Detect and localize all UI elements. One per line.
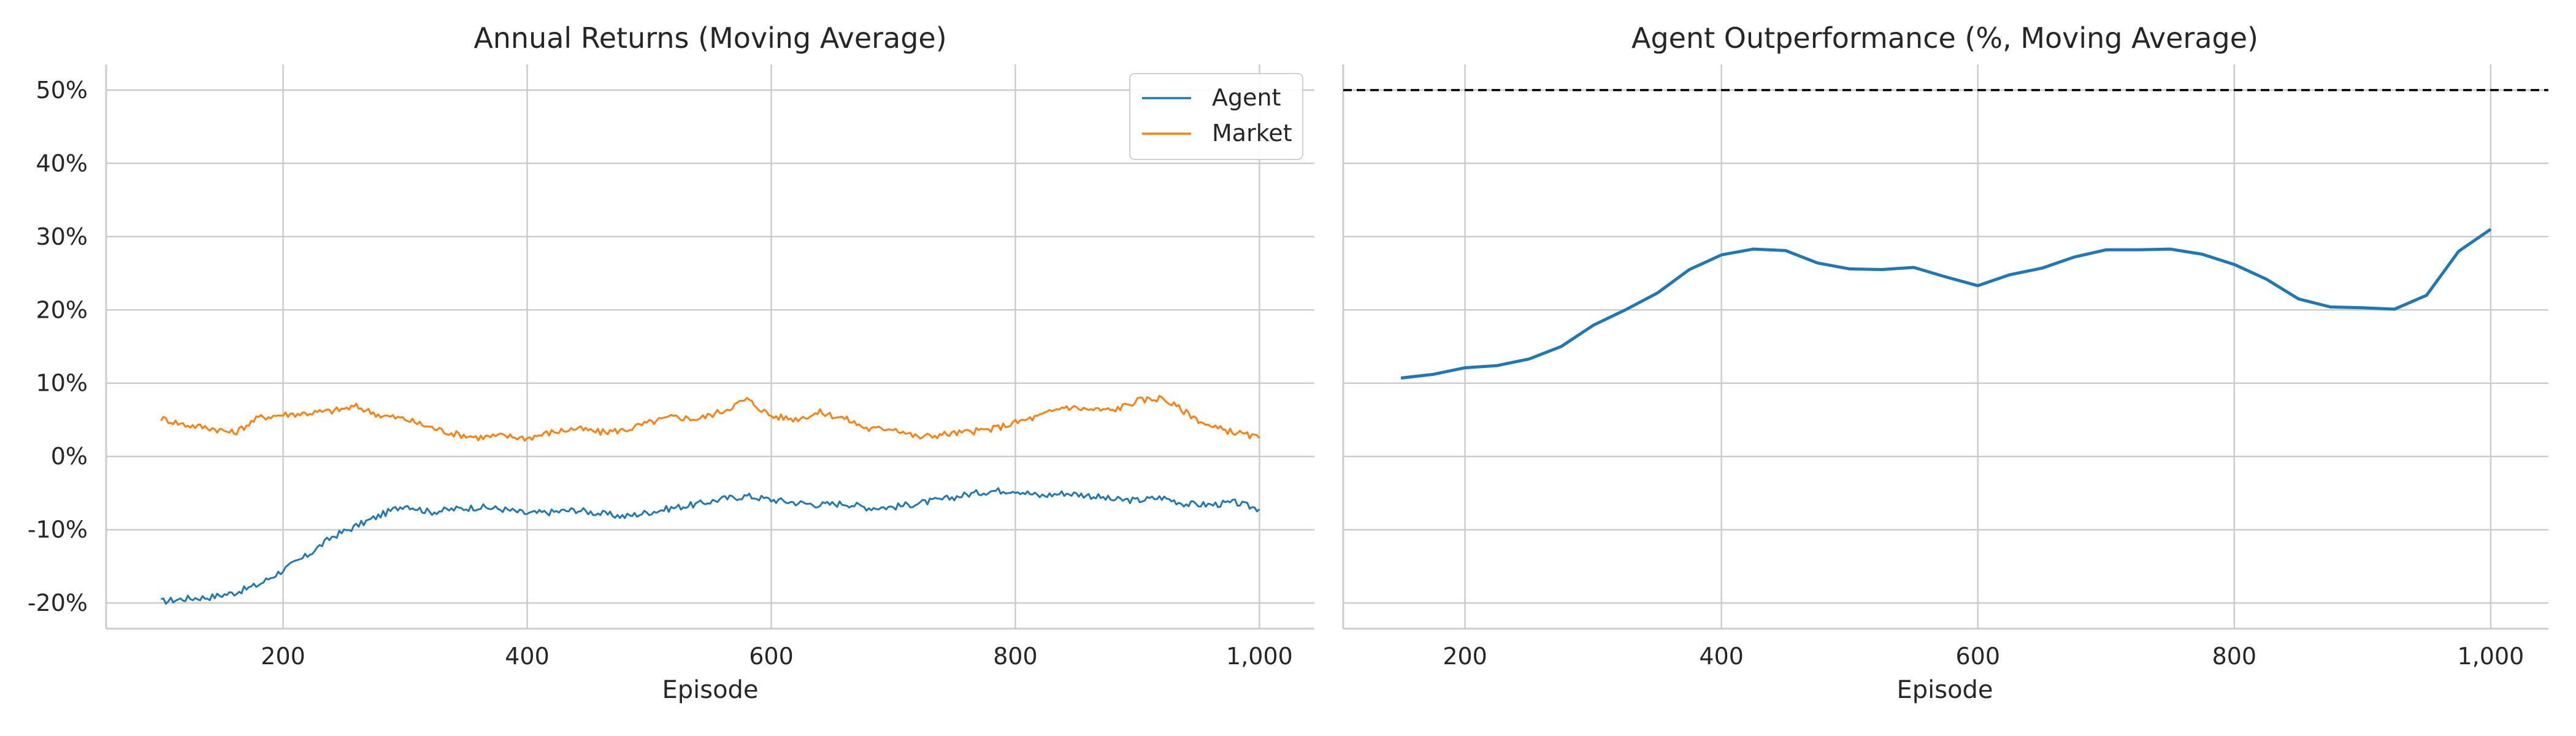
x-tick-label: 200 — [1443, 643, 1487, 670]
outperformance-ticks: 200 400 600 800 1,000 — [1443, 643, 2524, 670]
y-tick-label: 50% — [36, 77, 88, 104]
y-tick-label: 0% — [51, 443, 88, 470]
outperformance-lines — [1400, 228, 2492, 380]
y-tick-label: -10% — [28, 516, 88, 543]
annual-returns-xlabel: Episode — [662, 676, 758, 704]
legend-box — [1129, 73, 1303, 160]
annual-returns-axes — [105, 64, 1314, 630]
y-tick-label: 40% — [36, 150, 88, 177]
x-tick-label: 800 — [993, 643, 1038, 670]
outperformance-xlabel: Episode — [1896, 676, 1993, 704]
x-tick-label: 1,000 — [1226, 643, 1293, 670]
annual-returns-grid — [106, 64, 1314, 629]
x-tick-label: 600 — [749, 643, 794, 670]
legend-label-agent: Agent — [1212, 84, 1281, 111]
y-tick-label: 20% — [36, 296, 88, 323]
x-tick-label: 1,000 — [2458, 643, 2524, 670]
y-tick-label: 10% — [36, 370, 88, 397]
x-tick-label: 400 — [505, 643, 550, 670]
x-tick-label: 800 — [2212, 643, 2257, 670]
legend: Agent Market — [1129, 73, 1303, 160]
x-tick-label: 600 — [1955, 643, 2000, 670]
outperformance-grid — [1343, 64, 2548, 629]
x-tick-label: 200 — [261, 643, 305, 670]
annual-returns-ticks: 200 400 600 800 1,000 -20% -10% 0% 10% 20% 30% 40% 5… — [28, 77, 1293, 670]
series-line-market — [160, 394, 1260, 442]
series-line-outperformance — [1400, 228, 2492, 380]
y-tick-label: -20% — [28, 589, 88, 616]
series-line-agent — [161, 487, 1260, 605]
outperformance-axes — [1342, 64, 2548, 630]
x-tick-label: 400 — [1699, 643, 1744, 670]
outperformance-panel: 200 400 600 800 1,000 Agent Outperformance (… — [1342, 21, 2548, 704]
y-tick-label: 30% — [36, 223, 88, 250]
legend-label-market: Market — [1212, 120, 1292, 147]
outperformance-title: Agent Outperformance (%, Moving Average) — [1631, 21, 2258, 55]
annual-returns-title: Annual Returns (Moving Average) — [473, 21, 946, 55]
annual-returns-panel: 200 400 600 800 1,000 -20% -10% 0% 10% 20% 30% 40% 5… — [28, 21, 1314, 704]
annual-returns-lines — [160, 394, 1260, 605]
